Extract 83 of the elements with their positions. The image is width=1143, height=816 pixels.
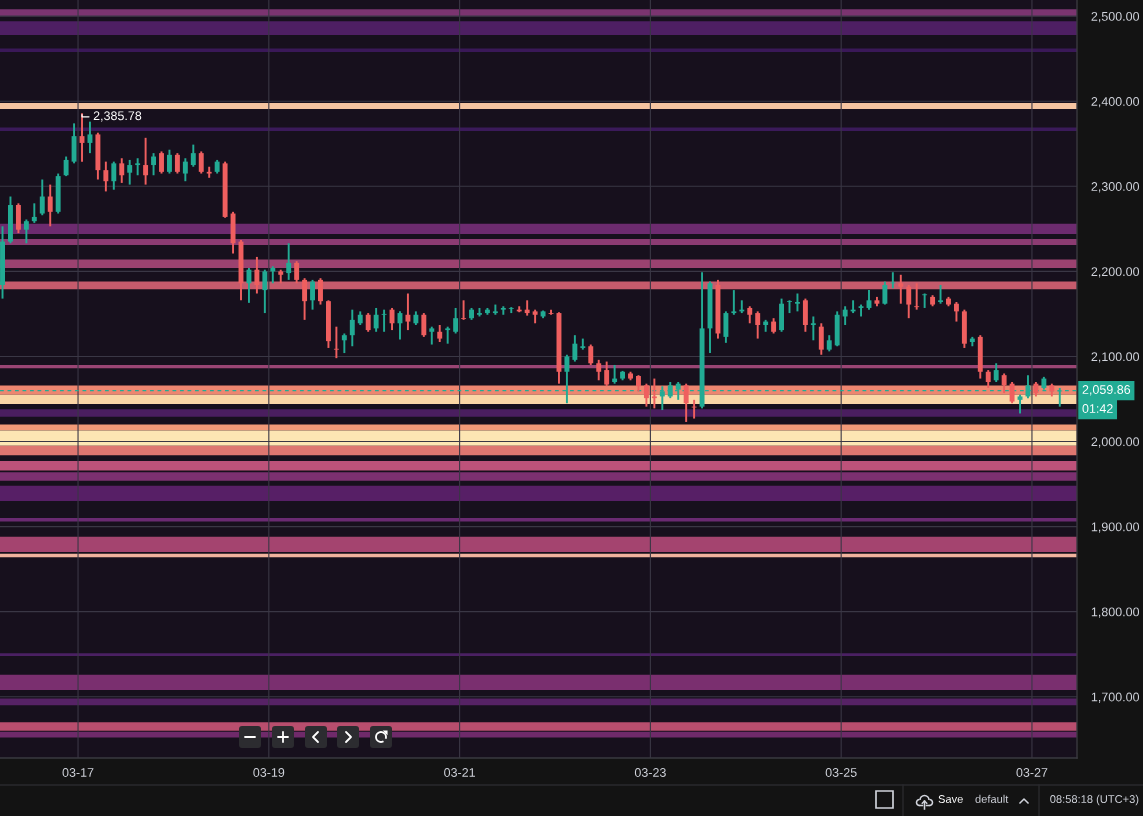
candlestick [453,306,459,335]
candlestick [318,277,323,306]
x-tick-label: 03-21 [444,768,475,777]
candlestick [119,157,125,184]
candlestick [818,322,824,356]
text: default [975,794,1009,803]
candlestick [254,255,260,295]
candlestick [87,120,93,155]
candlestick [1017,393,1023,415]
candlestick [993,362,999,383]
candlestick [643,382,649,408]
x-tick-label: 03-17 [62,768,94,777]
candlestick [302,277,308,321]
candlestick [596,358,602,382]
candlestick [421,312,427,338]
candlestick [1009,381,1015,405]
candlestick [572,334,578,363]
candlestick [190,143,196,168]
ref-line-label: 2,059.86 [1082,385,1131,396]
candlestick [103,160,109,193]
candlestick [246,267,252,304]
candlestick [174,152,180,175]
candlestick [111,160,117,191]
candlestick [755,310,761,340]
candlestick [63,155,69,178]
y-tick-label: 2,500.00 [1091,11,1140,23]
candlestick [349,308,355,348]
candlestick [198,150,204,175]
candlestick [166,148,172,175]
y-tick-label: 1,700.00 [1091,692,1140,703]
candlestick [39,178,45,217]
candlestick [365,312,371,333]
x-tick-label: 03-27 [1016,768,1048,777]
candlestick [922,292,928,309]
candlestick [731,289,737,316]
annotation: 2,385.78 [93,111,142,122]
y-tick-label: 2,300.00 [1091,182,1140,193]
y-tick-label: 2,400.00 [1091,97,1140,108]
candlestick [143,136,149,186]
candlestick [381,308,387,333]
x-tick-label: 03-23 [634,768,666,777]
y-tick-label: 2,200.00 [1091,267,1140,278]
x-tick-label: 03-19 [253,768,285,777]
candlestick [127,158,133,186]
y-tick-label: 1,900.00 [1091,522,1140,533]
candlestick [405,292,411,332]
y-tick-label: 1,800.00 [1091,607,1140,618]
candlestick [810,315,816,342]
candlestick [683,382,689,423]
candlestick [898,273,904,305]
candlestick [604,360,610,388]
text: 08:58:18 (UTC+3) [1050,794,1139,806]
candlestick [294,260,300,285]
candlestick [31,202,37,224]
candlestick [914,282,920,311]
candlestick [373,306,379,333]
candlestick [938,284,943,305]
candlestick [588,343,594,366]
candlestick [445,325,451,345]
candlestick [135,157,141,177]
candlestick [47,183,53,228]
candlestick [1001,372,1007,395]
candlestick [23,218,29,245]
candlestick [333,325,339,360]
candlestick [182,157,188,183]
candlestick [286,242,292,281]
candlestick [890,271,896,290]
text: Save [938,795,963,803]
text: 01:42 [1082,404,1113,413]
candlestick [723,310,729,344]
candlestick [651,377,657,410]
y-tick-label: 2,000.00 [1091,437,1140,448]
x-tick-label: 03-25 [825,768,857,777]
y-tick-label: 2,100.00 [1091,352,1140,363]
candlestick [262,268,268,315]
candlestick [906,284,912,320]
candlestick [151,152,157,177]
candlestick [461,299,467,321]
candlestick [953,301,959,323]
candlestick [310,278,315,311]
candlestick [159,150,164,175]
candlestick [341,332,347,355]
candlestick [882,280,888,306]
